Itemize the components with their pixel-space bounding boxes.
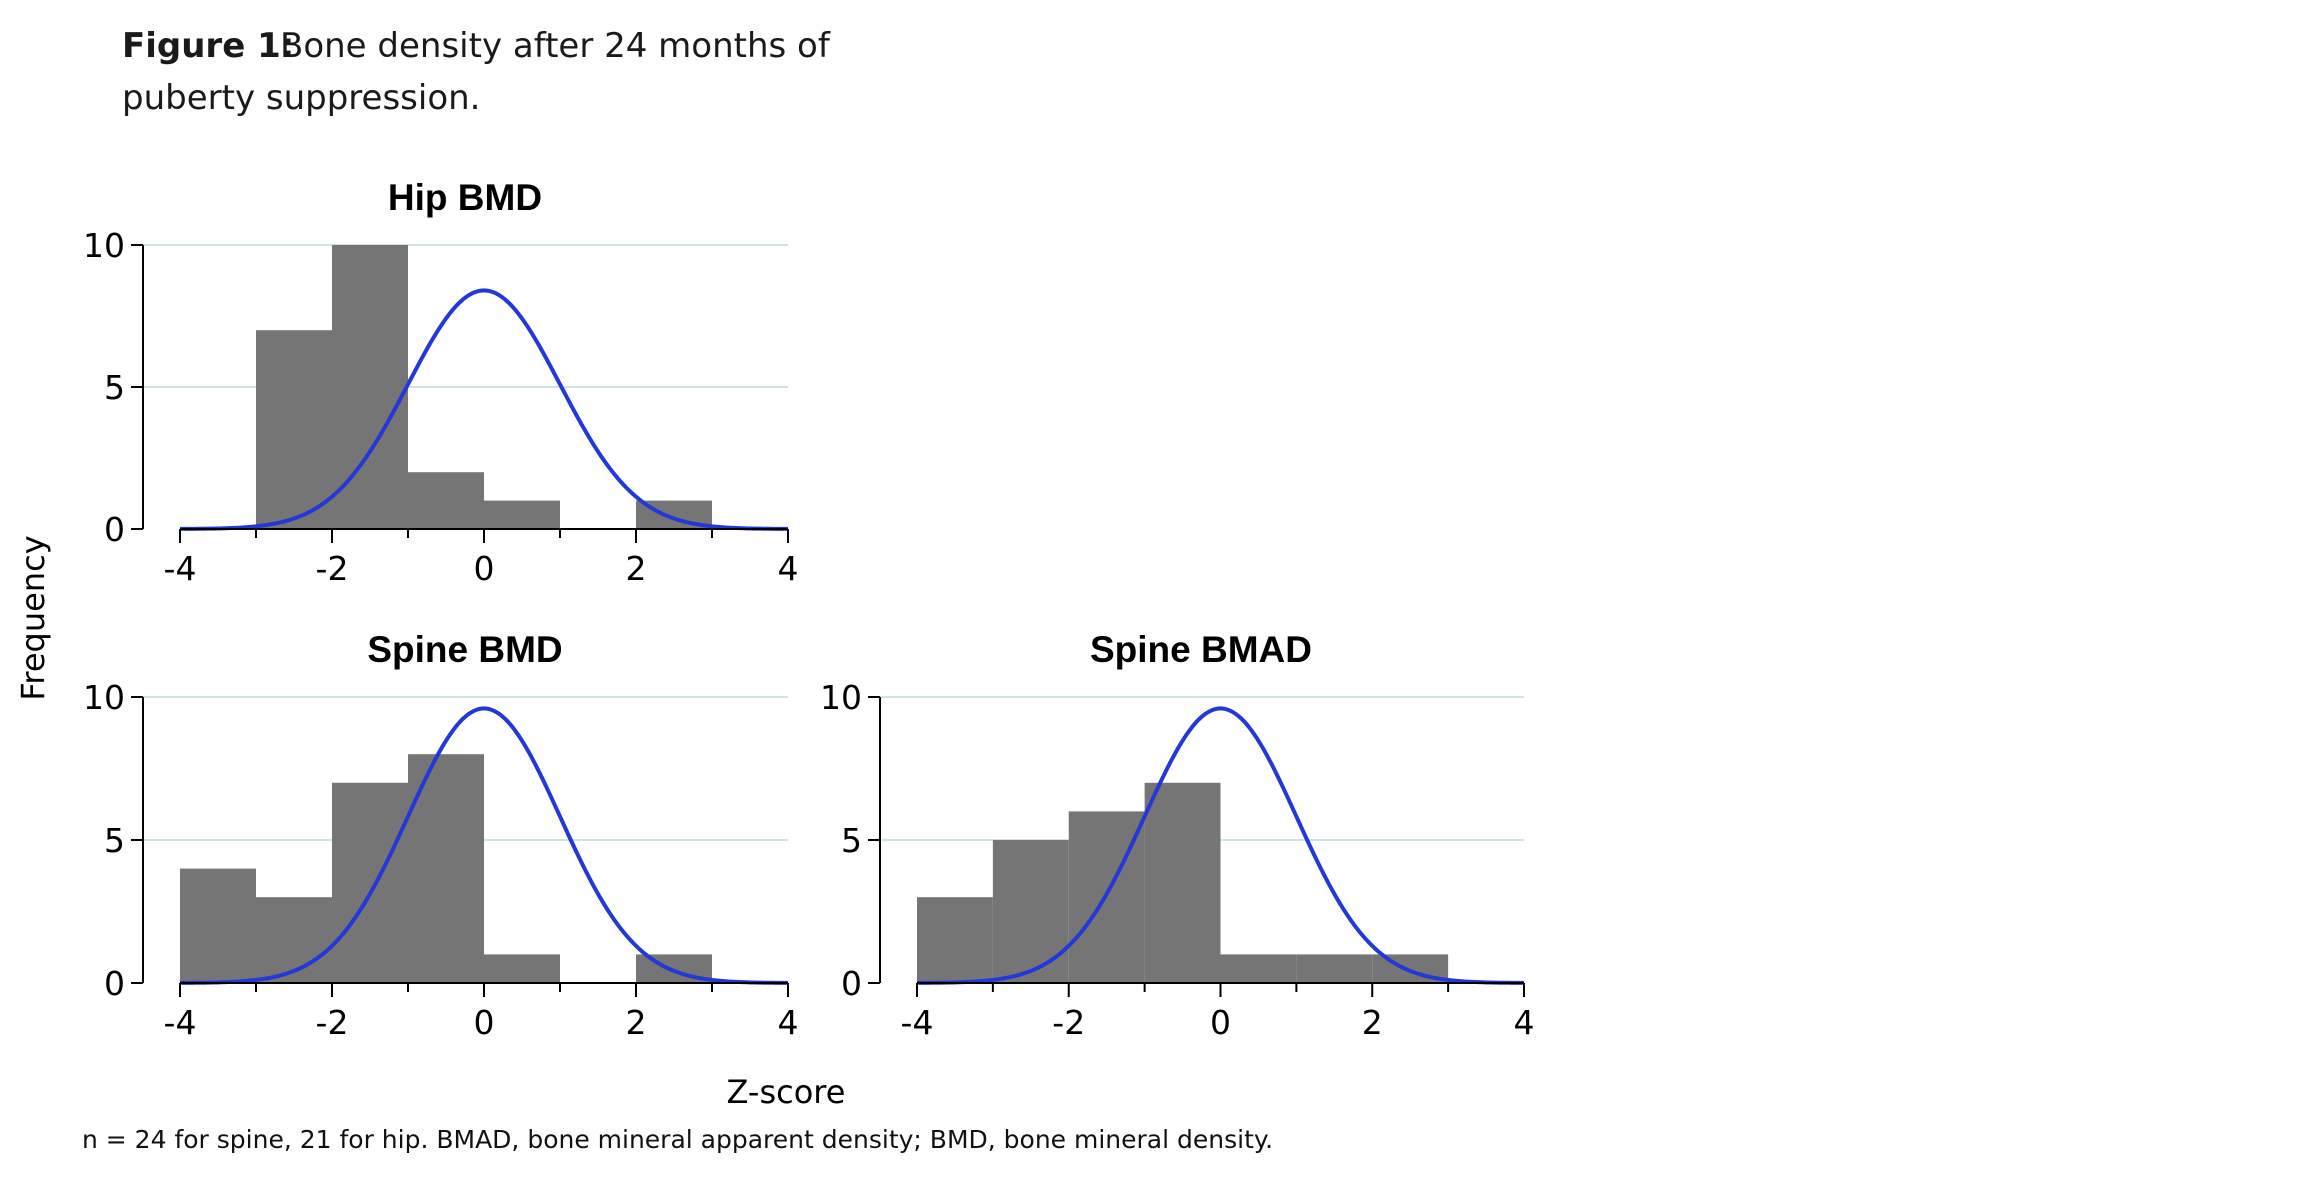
figure-title-line2: puberty suppression. (122, 78, 480, 118)
spine-bmad-x-tick-label: 0 (1210, 1003, 1231, 1042)
hip-bar (408, 472, 484, 529)
spine-bmd-bar (484, 954, 560, 983)
hip-y-tick-label: 0 (104, 510, 125, 549)
spine-bmad-bar (1144, 782, 1221, 983)
spine-bmad-bar (917, 897, 993, 983)
hip-x-tick-label: 0 (474, 549, 495, 588)
spine-bmad-bar (1220, 954, 1297, 983)
spine-bmad-y-tick-label: 0 (841, 964, 862, 1003)
x-axis-label: Z-score (727, 1073, 846, 1111)
hip-y-tick-label: 5 (104, 368, 125, 407)
figure-title-line1: Bone density after 24 months of (280, 26, 831, 66)
spine-bmd-x-tick-label: 2 (626, 1003, 647, 1042)
hip-bar (256, 330, 332, 529)
spine-bmd-panel: Spine BMD 0 5 10 -4 -2 0 2 4 (83, 629, 799, 1042)
spine-bmd-y-tick-label: 0 (104, 964, 125, 1003)
spine-bmad-bar (1296, 954, 1373, 983)
spine-bmd-bar (256, 897, 332, 983)
spine-bmd-y-tick-label: 10 (83, 678, 125, 717)
spine-bmad-x-tick-label: -4 (901, 1003, 934, 1042)
hip-normal-curve (179, 288, 789, 531)
spine-bmd-x-tick-label: 0 (474, 1003, 495, 1042)
spine-bmad-x-tick-label: 4 (1514, 1003, 1535, 1042)
spine-bmd-bar (180, 868, 256, 983)
spine-bmad-y-tick-label: 5 (841, 821, 862, 860)
spine-bmd-x-tick-label: -2 (316, 1003, 349, 1042)
spine-bmad-x-tick-label: 2 (1362, 1003, 1383, 1042)
spine-bmd-x-tick-label: 4 (778, 1003, 799, 1042)
spine-bmd-normal-curve (179, 706, 789, 985)
hip-bar (484, 500, 560, 529)
hip-x-tick-label: 4 (778, 549, 799, 588)
spine-bmad-x-tick-label: -2 (1052, 1003, 1085, 1042)
hip-x-tick-label: 2 (626, 549, 647, 588)
spine-bmad-panel: Spine BMAD 0 5 10 -4 -2 0 2 4 (820, 629, 1535, 1042)
spine-bmd-title: Spine BMD (367, 629, 562, 670)
spine-bmd-y-tick-label: 5 (104, 821, 125, 860)
spine-bmad-normal-curve (916, 706, 1525, 985)
hip-y-tick-label: 10 (83, 226, 125, 265)
spine-bmd-bar (332, 782, 408, 983)
spine-bmad-y-tick-label: 10 (820, 678, 862, 717)
figure-label: Figure 1: (122, 26, 294, 66)
spine-bmad-title: Spine BMAD (1090, 629, 1312, 670)
figure-footnote: n = 24 for spine, 21 for hip. BMAD, bone… (82, 1125, 1273, 1154)
y-axis-label: Frequency (14, 535, 52, 700)
spine-bmd-x-tick-label: -4 (164, 1003, 197, 1042)
spine-bmad-bar (992, 840, 1069, 983)
hip-bmd-panel: Hip BMD 0 5 10 -4 -2 0 2 4 (83, 177, 799, 588)
hip-x-tick-label: -4 (164, 549, 197, 588)
hip-x-tick-label: -2 (316, 549, 349, 588)
hip-title: Hip BMD (388, 177, 542, 218)
